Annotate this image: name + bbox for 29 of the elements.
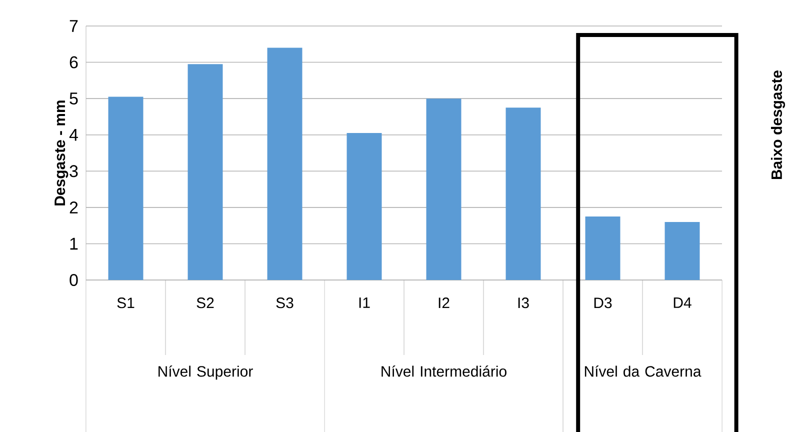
text: Nível Intermediário xyxy=(382,366,506,377)
x-tick-label: I2 xyxy=(438,298,450,308)
x-tick-label: S2 xyxy=(196,298,214,308)
text: Nível da Caverna xyxy=(584,366,702,377)
x-tick-label: D3 xyxy=(594,298,612,308)
bar xyxy=(664,222,700,280)
y-tick-label: 2 xyxy=(70,201,78,214)
bar xyxy=(346,133,382,280)
y-tick-label: 5 xyxy=(70,92,78,105)
text: Nível Superior xyxy=(158,366,253,380)
y-axis-title: Desgaste - mm xyxy=(54,100,68,206)
bar xyxy=(267,48,302,280)
y-tick-label: 7 xyxy=(70,20,78,32)
x-tick-label: I1 xyxy=(359,298,370,308)
bar xyxy=(585,216,620,280)
text: Baixo desgaste xyxy=(770,70,786,180)
bar xyxy=(108,96,144,280)
bar xyxy=(426,98,462,280)
x-tick-label: I3 xyxy=(518,298,529,308)
y-tick-label: 0 xyxy=(70,274,78,286)
bar xyxy=(506,108,541,280)
y-tick-label: 4 xyxy=(69,129,78,141)
y-tick-label: 3 xyxy=(70,165,78,178)
bar xyxy=(188,64,223,280)
x-tick-label: D4 xyxy=(674,298,692,308)
x-tick-label: S3 xyxy=(276,298,294,308)
x-tick-label: S1 xyxy=(117,298,134,308)
y-tick-label: 1 xyxy=(70,238,78,250)
y-tick-label: 6 xyxy=(70,56,78,68)
